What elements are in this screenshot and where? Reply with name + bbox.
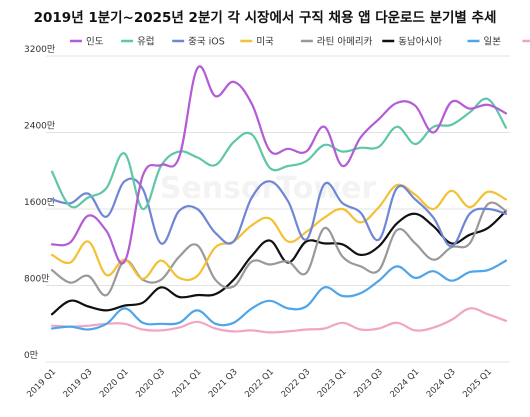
x-tick-label: 2022 Q1 bbox=[243, 367, 276, 400]
x-tick-label: 2024 Q1 bbox=[388, 367, 421, 400]
x-tick-label: 2024 Q3 bbox=[425, 367, 458, 400]
y-tick-label: 3200만 bbox=[24, 44, 55, 55]
y-tick-label: 1600만 bbox=[24, 197, 55, 208]
y-tick-label: 800만 bbox=[24, 274, 49, 285]
chart-title: 2019년 1분기~2025년 2분기 각 시장에서 구직 채용 앱 다운로드 … bbox=[34, 9, 497, 26]
legend-label-6: 일본 bbox=[483, 37, 501, 48]
x-tick-label: 2019 Q3 bbox=[62, 367, 95, 400]
x-tick-label: 2019 Q1 bbox=[25, 367, 58, 400]
series-line-7 bbox=[50, 307, 508, 334]
y-tick-label: 0만 bbox=[24, 350, 38, 361]
series-line-5 bbox=[50, 209, 508, 316]
legend-label-5: 동남아시아 bbox=[398, 37, 442, 48]
x-tick-label: 2020 Q1 bbox=[98, 367, 131, 400]
legend-label-2: 중국 iOS bbox=[188, 37, 225, 48]
y-tick-label: 2400만 bbox=[24, 121, 55, 132]
x-tick-label: 2021 Q3 bbox=[207, 367, 240, 400]
watermark: SensorTower bbox=[160, 171, 377, 206]
x-tick-label: 2020 Q3 bbox=[134, 367, 167, 400]
x-tick-label: 2023 Q3 bbox=[352, 367, 385, 400]
series-line-2 bbox=[50, 177, 508, 248]
legend-label-3: 미국 bbox=[256, 37, 274, 48]
legend-label-0: 인도 bbox=[86, 37, 104, 48]
legend-label-1: 유럽 bbox=[137, 37, 154, 48]
x-tick-label: 2021 Q1 bbox=[171, 367, 204, 400]
x-tick-label: 2022 Q3 bbox=[280, 367, 313, 400]
x-tick-label: 2023 Q1 bbox=[316, 367, 349, 400]
x-tick-label: 2025 Q1 bbox=[461, 367, 494, 400]
plot-area bbox=[50, 65, 508, 334]
series-line-1 bbox=[50, 97, 508, 211]
series-line-4 bbox=[50, 201, 508, 297]
legend-label-4: 라틴 아메리카 bbox=[317, 37, 373, 48]
series-line-0 bbox=[50, 65, 508, 265]
x-axis: 2019 Q1 2019 Q3 2020 Q1 2020 Q3 2021 Q1 2021 … bbox=[25, 367, 494, 400]
y-axis: 0만 800만 1600만 2400만 3200만 bbox=[24, 44, 55, 361]
series-line-6 bbox=[50, 259, 508, 331]
